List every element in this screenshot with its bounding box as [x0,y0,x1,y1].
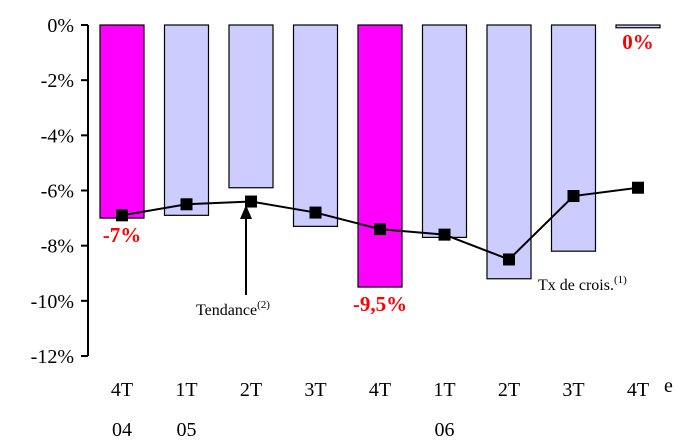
bar-1 [163,24,210,216]
bar-2 [228,24,274,189]
trend-point-3 [309,206,322,219]
x-tick-label-year-1: 05 [177,419,197,441]
data-label-1: -9,5% [353,292,407,316]
y-tick-label-2: -4% [41,125,74,147]
y-tick-label-6: -12% [31,346,74,368]
y-tick-label-1: -2% [41,70,74,92]
bar-3 [292,24,339,227]
data-label-2: 0% [622,30,654,54]
data-label-0: -7% [103,223,142,247]
trend-point-5 [438,228,451,241]
svg-text:Tx de crois.(1): Tx de crois.(1) [538,274,627,294]
trend-point-7 [567,190,580,203]
trend-point-0 [116,209,128,222]
bar-8 [615,24,661,29]
trend-annotation: Tendance(2) [196,205,270,319]
x-axis-labels: 4T 04 1T 05 2T 3T 4T 1T 06 2T 3T 4T e [111,375,673,441]
trend-point-8 [632,181,644,194]
x-tick-label-6: 2T [498,379,520,401]
y-tick-label-4: -8% [41,236,74,258]
x-tick-label-7: 3T [562,379,584,401]
bars-group [99,24,661,288]
svg-text:Tendance(2): Tendance(2) [196,299,270,319]
y-tick-label-0: 0% [47,15,74,37]
x-tick-label-year-5: 06 [435,419,455,441]
bar-7 [550,24,597,252]
bar-6 [486,24,532,280]
trend-annotation-sup: (2) [257,299,270,311]
x-tick-label-year-0: 04 [112,419,132,441]
data-labels-group: -7% -9,5% 0% [103,30,654,316]
x-tick-label-2: 2T [240,379,262,401]
trend-point-4 [374,223,386,236]
trend-point-1 [180,198,193,211]
x-tick-label-5: 1T [433,379,455,401]
bar-4 [357,24,403,288]
x-tick-label-3: 3T [304,379,326,401]
y-tick-label-5: -10% [31,291,74,313]
growth-annotation-label: Tx de crois. [538,277,614,294]
x-tick-label-8: 4T [627,379,649,401]
bar-5 [421,24,468,238]
y-tick-label-3: -6% [41,181,74,203]
growth-annotation-sup: (1) [614,274,627,286]
bar-0 [99,24,145,219]
trend-point-6 [503,253,515,266]
x-tick-label-1: 1T [175,379,197,401]
trend-annotation-label: Tendance [196,302,257,319]
trend-point-2 [245,195,257,208]
trend-arrow-head [240,205,252,219]
growth-annotation: Tx de crois.(1) [538,274,627,294]
x-tick-label-4: 4T [369,379,391,401]
trend-line-group [116,181,644,266]
y-axis: 0% -2% -4% -6% -8% -10% -12% [31,15,89,368]
x-trailing-label: e [664,375,673,397]
x-tick-label-0: 4T [111,379,133,401]
